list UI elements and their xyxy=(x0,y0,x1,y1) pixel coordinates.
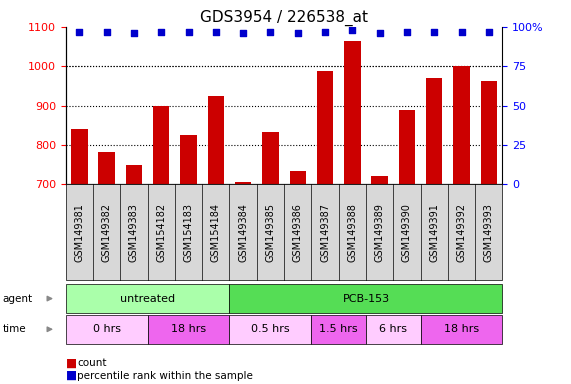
Text: GSM149384: GSM149384 xyxy=(238,203,248,262)
Text: 0.5 hrs: 0.5 hrs xyxy=(251,324,289,334)
Text: count: count xyxy=(77,358,107,368)
Bar xyxy=(453,66,470,184)
Text: 18 hrs: 18 hrs xyxy=(444,324,479,334)
Bar xyxy=(371,175,388,184)
Text: agent: agent xyxy=(3,293,33,304)
Point xyxy=(429,28,439,35)
Point xyxy=(457,28,466,35)
Point xyxy=(375,30,384,36)
Bar xyxy=(262,132,279,184)
Bar xyxy=(235,182,251,184)
Text: GSM149392: GSM149392 xyxy=(457,203,467,262)
Bar xyxy=(153,106,170,184)
Text: GSM154183: GSM154183 xyxy=(183,203,194,262)
Point xyxy=(293,30,302,36)
Bar xyxy=(208,96,224,184)
Text: 0 hrs: 0 hrs xyxy=(93,324,120,334)
Bar xyxy=(344,41,360,184)
Bar xyxy=(98,152,115,184)
Point xyxy=(211,28,220,35)
Text: ■: ■ xyxy=(66,356,77,369)
Point xyxy=(130,30,139,36)
Point xyxy=(348,27,357,33)
Text: 18 hrs: 18 hrs xyxy=(171,324,206,334)
Text: GSM149393: GSM149393 xyxy=(484,203,494,262)
Text: GSM149382: GSM149382 xyxy=(102,203,111,262)
Bar xyxy=(289,170,306,184)
Text: 1.5 hrs: 1.5 hrs xyxy=(319,324,358,334)
Title: GDS3954 / 226538_at: GDS3954 / 226538_at xyxy=(200,9,368,25)
Point xyxy=(320,28,329,35)
Text: GSM149386: GSM149386 xyxy=(293,203,303,262)
Text: ■: ■ xyxy=(66,369,77,382)
Text: GSM149389: GSM149389 xyxy=(375,203,385,262)
Bar xyxy=(180,135,196,184)
Text: untreated: untreated xyxy=(120,293,175,304)
Point xyxy=(239,30,248,36)
Text: percentile rank within the sample: percentile rank within the sample xyxy=(77,371,253,381)
Point xyxy=(184,28,193,35)
Point xyxy=(484,28,493,35)
Bar xyxy=(481,81,497,184)
Bar xyxy=(399,110,415,184)
Point xyxy=(156,28,166,35)
Bar xyxy=(71,129,87,184)
Text: 6 hrs: 6 hrs xyxy=(379,324,407,334)
Text: GSM149388: GSM149388 xyxy=(347,203,357,262)
Text: GSM154182: GSM154182 xyxy=(156,203,166,262)
Point xyxy=(266,28,275,35)
Text: GSM149381: GSM149381 xyxy=(74,203,85,262)
Point xyxy=(75,28,84,35)
Text: time: time xyxy=(3,324,26,334)
Text: GSM149383: GSM149383 xyxy=(129,203,139,262)
Point xyxy=(403,28,412,35)
Bar xyxy=(317,71,333,184)
Text: GSM149385: GSM149385 xyxy=(266,203,275,262)
Text: GSM149391: GSM149391 xyxy=(429,203,439,262)
Bar xyxy=(426,78,443,184)
Bar xyxy=(126,166,142,184)
Text: PCB-153: PCB-153 xyxy=(343,293,389,304)
Text: GSM154184: GSM154184 xyxy=(211,203,221,262)
Text: GSM149390: GSM149390 xyxy=(402,203,412,262)
Text: GSM149387: GSM149387 xyxy=(320,203,330,262)
Point xyxy=(102,28,111,35)
